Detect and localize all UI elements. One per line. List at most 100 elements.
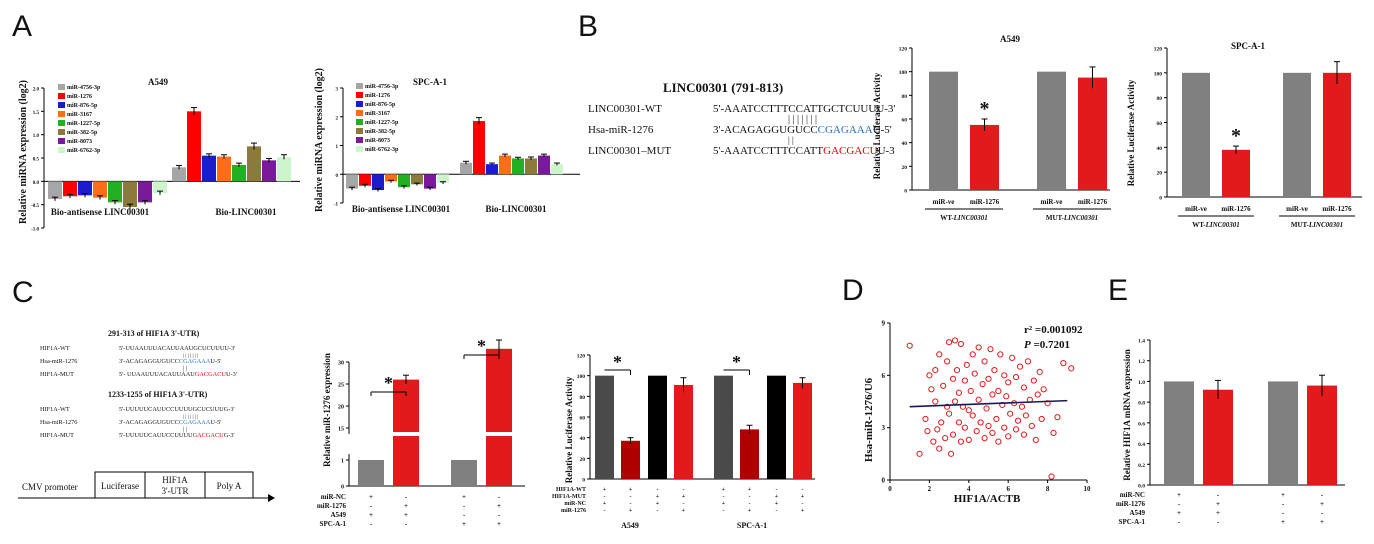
- e-row-label: SPC-A-1: [1119, 518, 1146, 526]
- gA1-bar: [138, 181, 152, 203]
- gA1-bar: [232, 165, 246, 182]
- c2-row-mark: -: [657, 487, 659, 493]
- c2-bar: [621, 440, 640, 479]
- d-scatter-point: [967, 387, 974, 395]
- gB1-group-label-gene: LINC00301: [1063, 214, 1098, 222]
- gA2-legend-label: miR-3167: [365, 111, 390, 117]
- d-scatter-point: [1040, 386, 1047, 393]
- d-scatter-point: [946, 410, 953, 417]
- c1-row-mark: -: [463, 502, 466, 510]
- gA2-bar: [398, 174, 410, 188]
- d-scatter-point: [1034, 391, 1041, 398]
- seq-c1-mismatch-bars: | |: [183, 366, 187, 372]
- gA2-group-label: Bio-LINC00301: [485, 204, 547, 214]
- gB2-y-tick-label: 40: [1157, 146, 1163, 152]
- chart-spca1-title: SPC-A-1: [413, 77, 447, 87]
- chart-c-mir1276-ylabel: Relative miR-1276 expression: [322, 353, 332, 467]
- gA2-legend-swatch: [356, 119, 363, 125]
- c2-y-tick-label: 120: [577, 354, 586, 360]
- c1-row-mark: -: [463, 511, 466, 519]
- d-scatter-point: [955, 389, 963, 396]
- panel-label-c: C: [12, 276, 34, 309]
- gA2-bar: [486, 164, 498, 175]
- e-row-mark: +: [1320, 500, 1324, 508]
- c1-row-label: miR-NC: [321, 493, 346, 501]
- luciferase-construct: CMV promoter Luciferase HIF1A 3'-UTR Pol…: [18, 471, 275, 502]
- gA1-y-tick-label: 2.0: [33, 88, 40, 93]
- gB1-y-tick-label: 60: [902, 118, 908, 124]
- e-bar: [1268, 381, 1298, 485]
- gA1-y-tick-label: 1.0: [33, 134, 40, 139]
- gB2-bar: [1283, 72, 1311, 197]
- c1-row-label: SPC-A-1: [320, 520, 347, 528]
- c1-row-mark: -: [405, 520, 408, 528]
- gB2-category-label: miR-1276: [1322, 205, 1352, 213]
- d-scatter-point: [1007, 410, 1014, 417]
- seq-b-row-sequence: 3'-ACAGAGGUGUCCCGAGAAAU-5': [713, 124, 892, 136]
- chart-d-r2: r² =0.001092: [1024, 324, 1083, 336]
- d-scatter-point: [973, 428, 980, 435]
- c1-y-tick-label: 1: [341, 459, 344, 465]
- c2-row-mark: -: [683, 487, 685, 493]
- d-scatter-point: [989, 391, 996, 398]
- d-scatter-point: [1038, 415, 1045, 423]
- construct-luciferase-label: Luciferase: [101, 481, 139, 491]
- c2-row-mark: -: [630, 494, 632, 500]
- seq-b-row-label: LINC00301-WT: [588, 103, 662, 115]
- seq-c2-mismatch-bars: | |: [183, 427, 187, 433]
- gB2-category-label: miR-1276: [1221, 205, 1251, 213]
- seq-b-sequence-part: 5'-AAATCCTTTCCATTGCTCUUUU-3': [713, 103, 895, 115]
- gB1-y-tick-label: 20: [902, 165, 908, 171]
- gA1-legend-label: miR-1227-5p: [67, 121, 101, 127]
- d-scatter-point: [961, 377, 968, 384]
- e-y-tick-label: 1.4: [1138, 339, 1145, 345]
- c2-row-mark: +: [682, 508, 686, 514]
- gB1-y-tick-label: 100: [899, 70, 908, 76]
- c2-row-label: HIF1A-WT: [556, 487, 586, 493]
- d-scatter-point: [955, 419, 963, 426]
- seq-b-sequence-part: U-3: [878, 145, 896, 157]
- e-row-mark: -: [1178, 518, 1181, 526]
- gA1-legend-swatch: [58, 84, 65, 90]
- d-scatter-point: [961, 424, 968, 431]
- gA2-bar: [460, 162, 472, 175]
- gA2-bar: [424, 174, 436, 189]
- chart-d-pvalue: P =0.7201: [1024, 339, 1070, 351]
- chart-b-spca1-title: SPC-A-1: [1231, 41, 1265, 51]
- gB2-y-tick-label: 100: [1154, 71, 1163, 77]
- c2-y-tick-label: 20: [580, 457, 586, 463]
- d-scatter-point: [995, 438, 1002, 445]
- c1-bar: [358, 460, 384, 486]
- seq-c1-row-sequence: 3'-ACAGAGGUGUCCCGAGAAAU-5': [119, 358, 221, 365]
- d-scatter-point: [993, 415, 1000, 423]
- d-scatter-point: [1020, 431, 1028, 438]
- e-y-tick-label: 0.6: [1138, 421, 1145, 427]
- c1-row-mark: +: [404, 511, 408, 519]
- gB2-group-label-gene: LINC00301: [1205, 221, 1240, 229]
- seq-c1-row-sequence: 5'-UUAAUUUACAUUAAUGCUCUUUU-3': [119, 345, 235, 352]
- gB2-bar: [1222, 149, 1250, 197]
- c1-row-label: miR-1276: [317, 502, 347, 510]
- d-scatter-point: [975, 344, 982, 351]
- d-scatter-point: [924, 428, 931, 435]
- d-scatter-point: [1005, 433, 1012, 440]
- chart-b-spca1-ylabel: Relative Luciferase Activity: [1126, 79, 1136, 186]
- seq-b-sequence-part: U-5': [873, 124, 892, 136]
- seq-c2-sequence-highlight: CGAGAAA: [179, 419, 211, 426]
- seq-c2-row-label: HIF1A-MUT: [40, 432, 74, 439]
- c2-row-mark: -: [776, 508, 778, 514]
- c2-row-mark: -: [604, 508, 606, 514]
- c2-row-mark: -: [723, 494, 725, 500]
- gB1-y-tick-label: 80: [902, 94, 908, 100]
- gA2-bar: [525, 158, 537, 175]
- gA1-y-tick-label: 0.0: [33, 181, 40, 186]
- seq-c2-sequence-part: 5'-UUUUUCAUUCCUUUUGCUCUUUG-3': [119, 406, 235, 413]
- c1-row-mark: -: [370, 520, 373, 528]
- e-row-label: A549: [1129, 509, 1145, 517]
- gA1-legend-swatch: [58, 138, 65, 144]
- gB1-bar: [929, 71, 958, 190]
- c2-significance-star: *: [613, 352, 622, 372]
- d-scatter-point: [981, 435, 988, 442]
- gA1-bar: [63, 181, 77, 197]
- e-row-mark: -: [1282, 509, 1285, 517]
